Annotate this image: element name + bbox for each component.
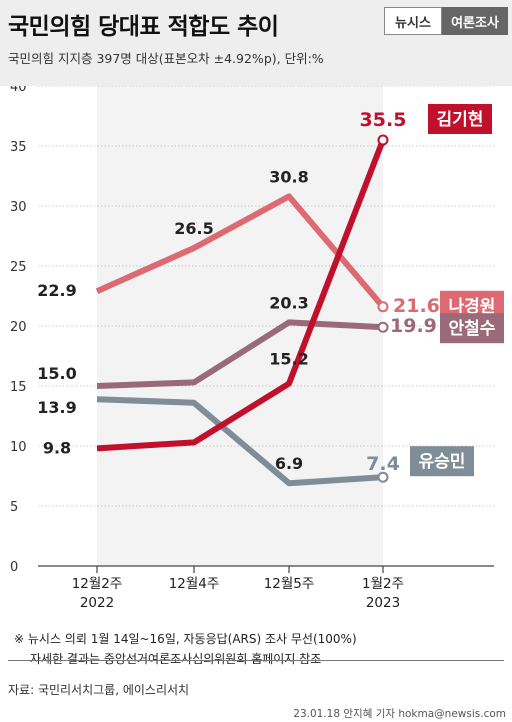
- series-name-label: 나경원: [449, 297, 496, 317]
- series-end-marker: [377, 134, 389, 146]
- x-tick-label: 12월4주: [169, 576, 220, 592]
- y-tick-label: 40: [10, 86, 27, 95]
- data-label: 21.6: [393, 295, 440, 317]
- header: 국민의힘 당대표 적합도 추이 뉴시스 여론조사 국민의힘 지지층 397명 대…: [0, 0, 512, 86]
- x-tick-label: 12월5주: [264, 576, 315, 592]
- data-label: 19.9: [390, 315, 437, 337]
- y-tick-label: 25: [10, 260, 27, 275]
- line-chart: 0 5 10 15 20 25 30 35 40 12월2주 2022 12월4주 12월5주 1월2주 2…: [10, 86, 504, 611]
- y-tick-label: 20: [10, 320, 27, 335]
- data-label: 15.2: [269, 350, 308, 369]
- data-label: 6.9: [275, 454, 303, 473]
- series-line-3: [96, 138, 386, 452]
- chart-subtitle: 국민의힘 지지층 397명 대상(표본오차 ±4.92%p), 단위:%: [8, 51, 324, 66]
- series-name-label: 안철수: [449, 319, 496, 339]
- data-label: 30.8: [269, 167, 308, 186]
- data-label: 13.9: [37, 398, 76, 417]
- y-tick-label: 0: [10, 560, 18, 575]
- y-tick-label: 35: [10, 140, 27, 155]
- data-label: 15.0: [37, 364, 76, 383]
- series-end-marker: [377, 301, 389, 313]
- chart-title: 국민의힘 당대표 적합도 추이: [8, 14, 279, 40]
- series-name-label: 김기현: [437, 110, 484, 130]
- brand-badge: 뉴시스 여론조사: [384, 7, 508, 35]
- data-label: 35.5: [360, 109, 407, 131]
- x-tick-label: 12월2주 2022: [72, 576, 123, 611]
- series-name-box: [440, 313, 504, 344]
- series-line-0: [95, 193, 386, 309]
- y-tick-label: 5: [10, 500, 18, 515]
- series-end-marker: [377, 321, 389, 333]
- series-name-box: [428, 104, 492, 134]
- data-label: 7.4: [366, 453, 400, 475]
- y-tick-label: 15: [10, 380, 27, 395]
- brand-news-label: 뉴시스: [384, 7, 442, 35]
- brand-poll-label: 여론조사: [442, 7, 508, 35]
- survey-note: ※ 뉴시스 의뢰 1월 14일~16일, 자동응답(ARS) 조사 무선(100…: [14, 632, 357, 646]
- series-line-1: [96, 319, 384, 389]
- y-tick-label: 30: [10, 200, 27, 215]
- data-label: 9.8: [43, 438, 71, 457]
- series-end-marker: [377, 471, 389, 483]
- series-line-2: [96, 396, 384, 487]
- detail-note: 자세한 결과는 중앙선거여론조사심의위원회 홈페이지 참조: [30, 652, 322, 666]
- credit-text: 23.01.18 안지혜 기자 hokma@newsis.com: [293, 708, 506, 720]
- data-label: 22.9: [37, 281, 76, 300]
- x-tick-label: 1월2주 2023: [362, 576, 404, 611]
- data-label: 20.3: [269, 293, 308, 312]
- series-name-label: 유승민: [419, 452, 466, 472]
- data-label: 26.5: [174, 219, 213, 238]
- source-text: 자료: 국민리서치그룹, 에이스리서치: [8, 660, 504, 698]
- series-name-box: [410, 446, 474, 477]
- y-tick-label: 10: [10, 440, 27, 455]
